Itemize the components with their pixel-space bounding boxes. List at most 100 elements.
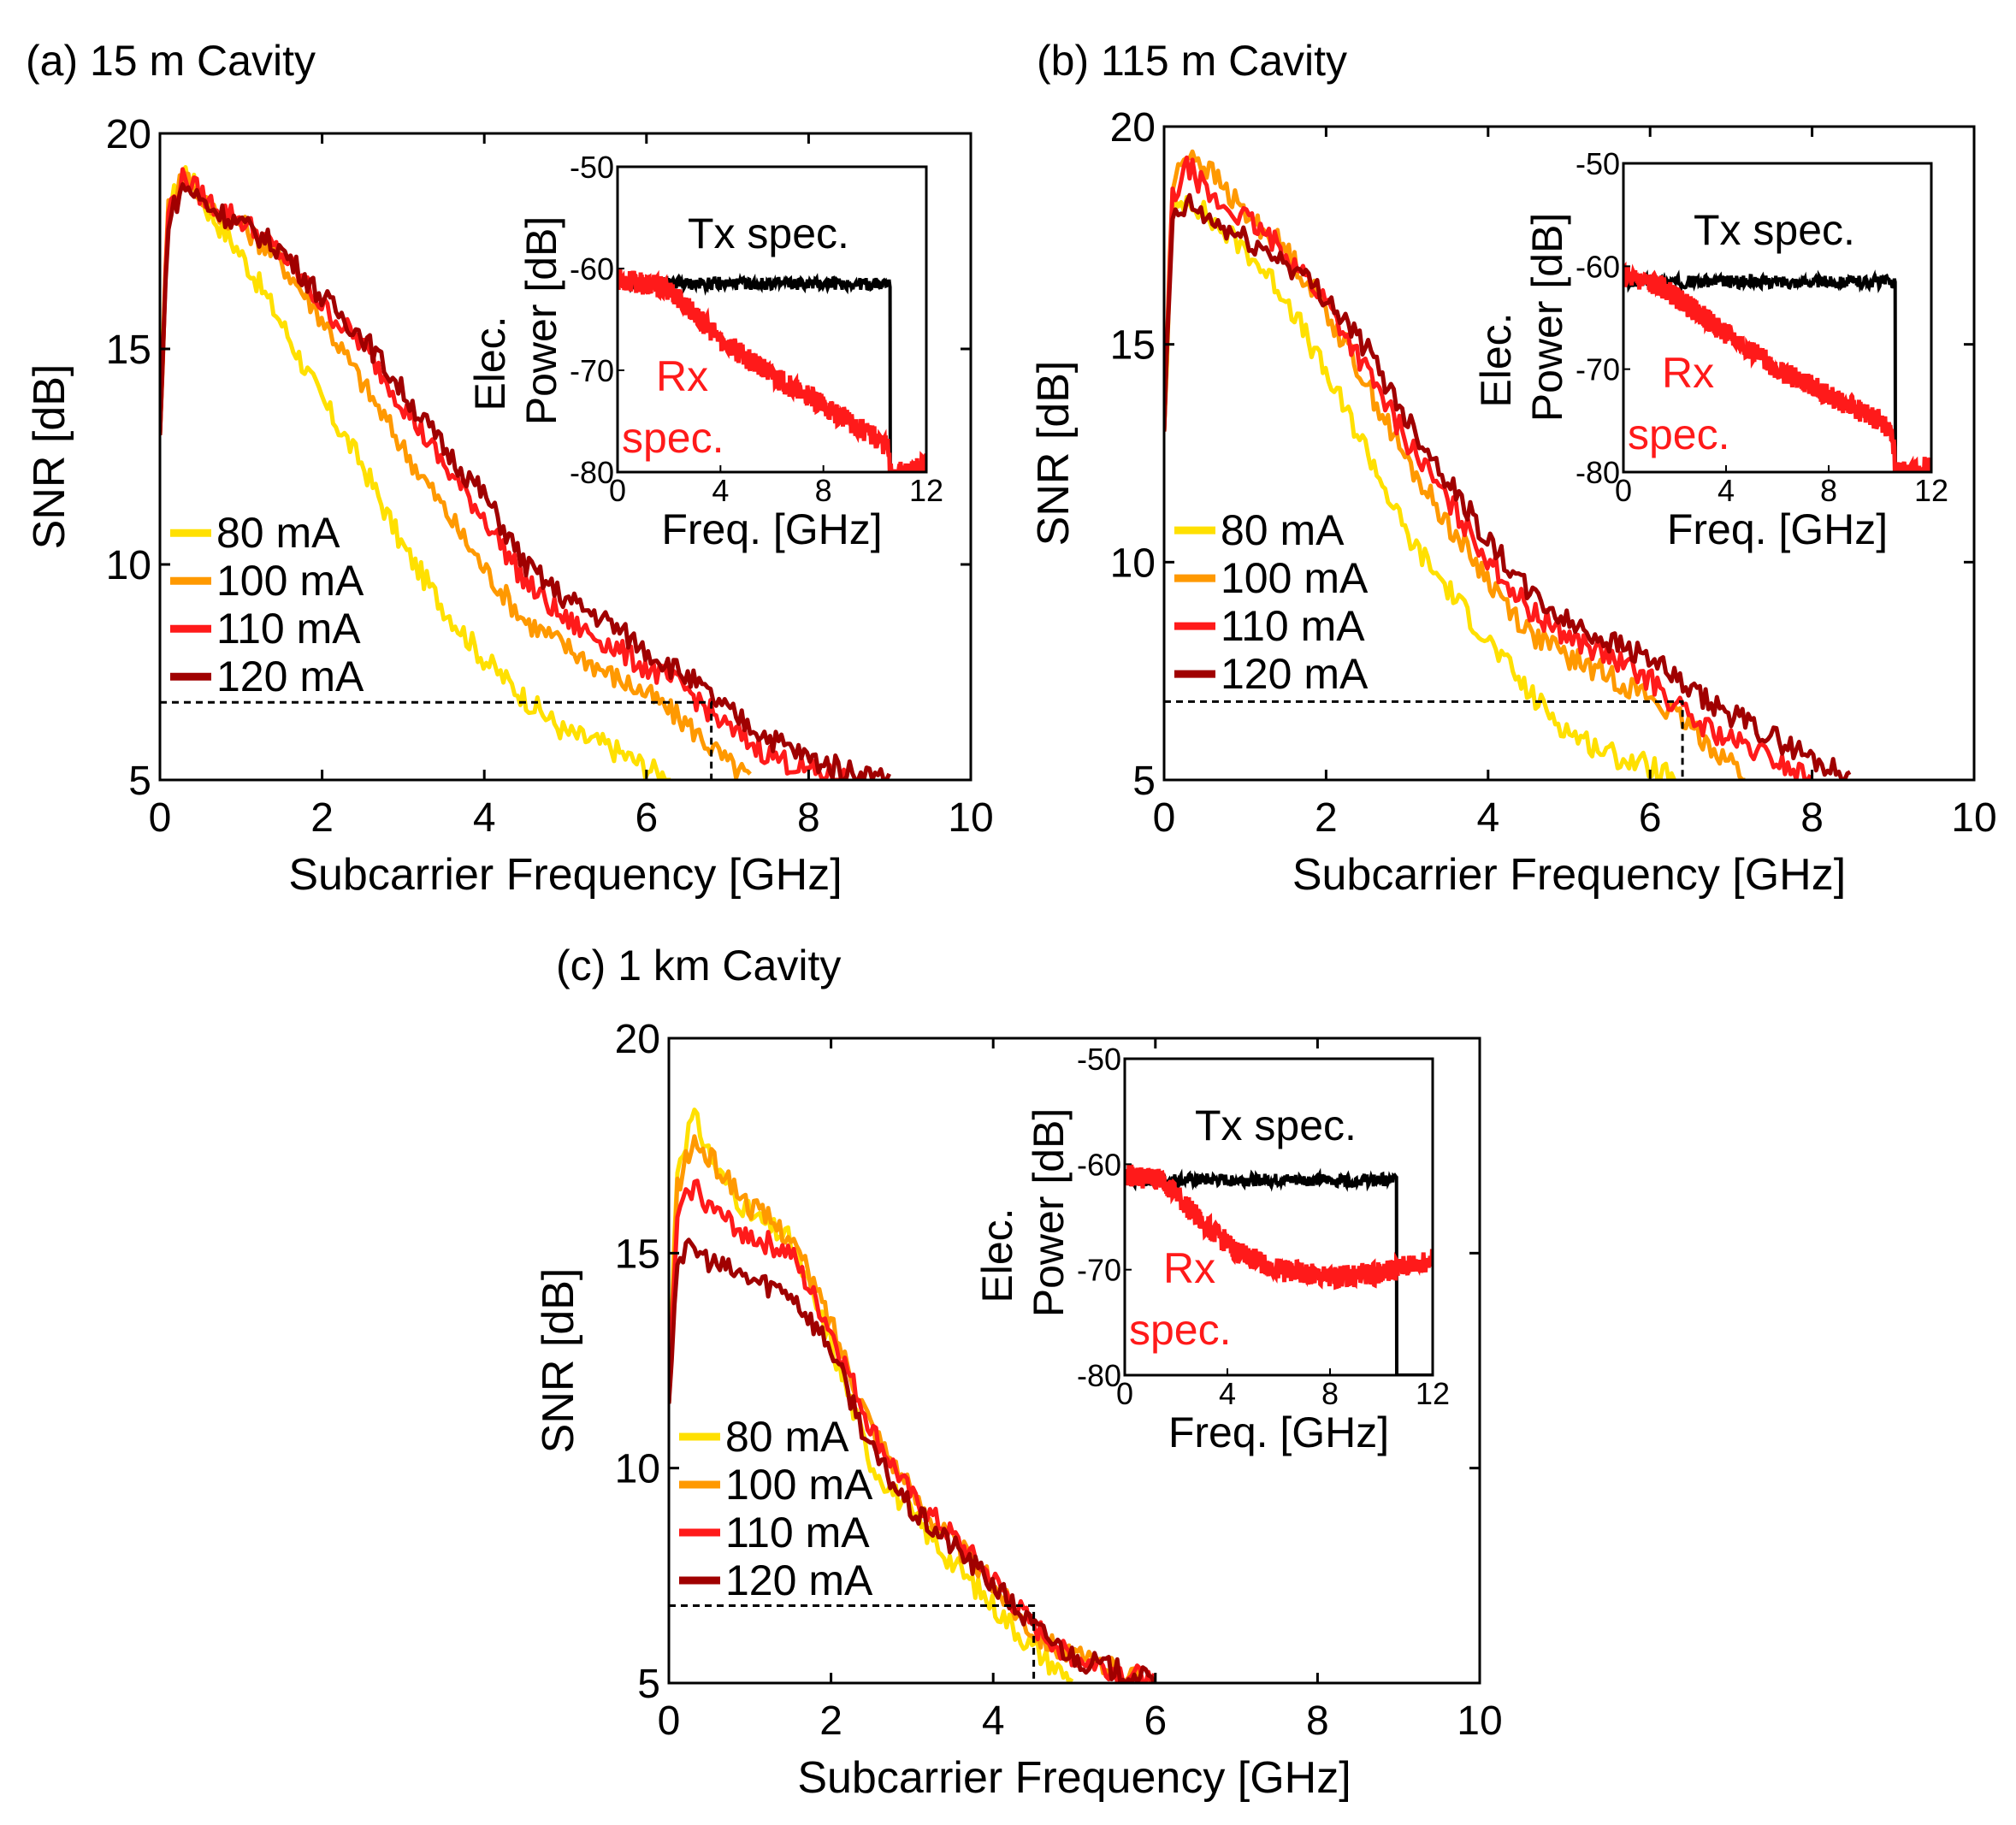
legend-label: 80 mA — [216, 509, 340, 557]
inset-y-tick-label: -60 — [570, 251, 614, 286]
inset-rx-line — [1623, 261, 1931, 472]
inset-y-tick-label: -80 — [570, 455, 614, 490]
y-tick-label: 15 — [615, 1231, 660, 1277]
y-tick-label: 5 — [128, 759, 151, 804]
inset-tx-label: Tx spec. — [1694, 206, 1855, 254]
inset-y-tick-label: -50 — [1077, 1042, 1121, 1077]
y-tick-label: 20 — [1110, 105, 1156, 151]
x-tick-label: 2 — [819, 1698, 842, 1744]
inset-x-tick-label: 12 — [1914, 473, 1948, 508]
inset-y-label-line2: Power [dB] — [1523, 213, 1571, 422]
y-tick-label: 20 — [615, 1017, 660, 1062]
y-axis-label: SNR [dB] — [25, 364, 74, 550]
y-tick-label: 10 — [1110, 540, 1156, 586]
x-tick-label: 4 — [982, 1698, 1005, 1744]
inset-x-tick-label: 0 — [609, 473, 626, 508]
inset-x-tick-label: 8 — [1321, 1376, 1339, 1411]
inset-y-label-line1: Elec. — [1472, 312, 1520, 407]
x-tick-label: 8 — [1306, 1698, 1329, 1744]
x-axis-label: Subcarrier Frequency [GHz] — [288, 850, 842, 900]
inset-x-axis-label: Freq. [GHz] — [661, 505, 882, 553]
threshold-line — [160, 700, 713, 780]
series-line-120-mA — [160, 182, 891, 780]
legend-label: 110 mA — [1221, 602, 1365, 650]
x-tick-label: 8 — [797, 795, 820, 841]
x-tick-label: 8 — [1800, 795, 1824, 841]
series-line-110-mA — [160, 167, 849, 780]
inset-rx-label-2: spec. — [1129, 1306, 1232, 1354]
threshold-line — [1164, 700, 1684, 780]
inset-x-tick-label: 12 — [1416, 1376, 1450, 1411]
y-tick-label: 15 — [106, 328, 151, 373]
y-tick-label: 15 — [1110, 323, 1156, 369]
inset-frame — [1123, 1057, 1434, 1377]
inset-rx-label: Rx — [1662, 349, 1714, 397]
inset-x-tick-label: 4 — [1219, 1376, 1236, 1411]
legend-label: 80 mA — [725, 1413, 849, 1461]
inset-y-tick-label: -80 — [1576, 455, 1620, 490]
x-tick-label: 0 — [1153, 795, 1176, 841]
x-tick-label: 10 — [1951, 795, 1996, 841]
legend-label: 100 mA — [1221, 554, 1369, 602]
legend-label: 100 mA — [725, 1461, 873, 1509]
inset-frame — [1622, 162, 1933, 474]
inset-x-tick-label: 8 — [1820, 473, 1837, 508]
y-tick-label: 20 — [106, 112, 151, 157]
series-line-100-mA — [1164, 149, 1746, 780]
inset-rx-label: Rx — [656, 352, 708, 400]
series-line-80-mA — [1164, 195, 1676, 780]
inset-rx-label-2: spec. — [1628, 410, 1730, 458]
inset-y-tick-label: -70 — [1576, 352, 1620, 387]
inset-rx-label-2: spec. — [622, 414, 724, 462]
series-group — [1164, 149, 1852, 780]
inset-y-label-line1: Elec. — [973, 1208, 1021, 1302]
x-axis-label: Subcarrier Frequency [GHz] — [797, 1753, 1351, 1803]
panel-title: (b) 115 m Cavity — [1037, 37, 1347, 85]
panel-a: (a) 15 m Cavity 0 2 4 6 8 10 5 10 15 20 Subcarrier … — [25, 37, 994, 900]
panel-title: (c) 1 km Cavity — [556, 942, 841, 989]
x-tick-label: 4 — [473, 795, 496, 841]
inset-traces — [618, 269, 926, 472]
x-tick-label: 0 — [149, 795, 172, 841]
x-tick-label: 2 — [1315, 795, 1338, 841]
inset-x-tick-label: 0 — [1116, 1376, 1133, 1411]
inset-x-tick-label: 8 — [815, 473, 832, 508]
x-tick-label: 6 — [635, 795, 658, 841]
x-tick-label: 10 — [1457, 1698, 1502, 1744]
series-group — [669, 1107, 1156, 1683]
plot-frame — [158, 132, 973, 782]
inset-y-tick-label: -50 — [570, 150, 614, 185]
x-tick-label: 6 — [1144, 1698, 1167, 1744]
inset-y-tick-label: -70 — [1077, 1253, 1121, 1288]
inset-tx-line — [1623, 269, 1931, 472]
inset-tx-label: Tx spec. — [688, 210, 849, 257]
legend-label: 110 mA — [725, 1509, 870, 1556]
inset-y-tick-label: -60 — [1077, 1147, 1121, 1182]
inset-x-tick-label: 12 — [909, 473, 943, 508]
series-line-80-mA — [669, 1107, 1074, 1683]
x-tick-label: 0 — [658, 1698, 681, 1744]
x-axis-label: Subcarrier Frequency [GHz] — [1292, 850, 1846, 900]
inset-plot: 0 4 8 12 -50 -60 -70 -80 Freq. [GHz] Elec. Power [… — [1472, 146, 1948, 553]
series-line-110-mA — [1164, 155, 1812, 780]
y-tick-label: 10 — [106, 543, 151, 588]
inset-x-axis-label: Freq. [GHz] — [1667, 505, 1888, 553]
inset-rx-line — [1125, 1164, 1433, 1290]
y-tick-label: 10 — [615, 1447, 660, 1492]
inset-traces — [1623, 261, 1931, 472]
legend-label: 120 mA — [216, 653, 364, 700]
inset-x-axis-label: Freq. [GHz] — [1168, 1409, 1389, 1456]
series-group — [160, 165, 891, 780]
inset-background — [1125, 1059, 1433, 1375]
plot-frame — [1162, 125, 1976, 782]
panel-c: (c) 1 km Cavity 0 2 4 6 8 10 5 10 15 20 Subcarrier … — [534, 942, 1503, 1803]
inset-y-label-line1: Elec. — [466, 316, 514, 410]
inset-rx-line — [618, 269, 926, 472]
inset-y-label-line2: Power [dB] — [517, 216, 565, 426]
legend-label: 120 mA — [1221, 650, 1369, 698]
inset-x-tick-label: 4 — [1717, 473, 1735, 508]
panel-title: (a) 15 m Cavity — [26, 37, 316, 85]
